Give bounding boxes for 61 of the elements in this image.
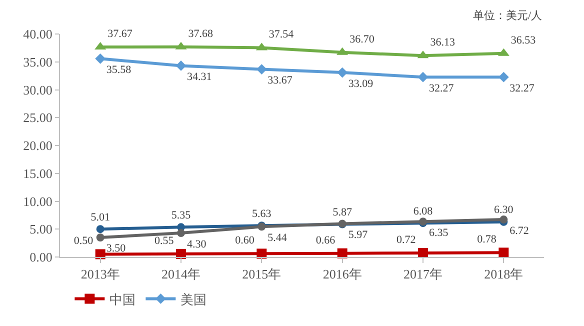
y-tick-label: 10.00 bbox=[23, 194, 52, 209]
data-label: 5.44 bbox=[268, 232, 288, 244]
y-tick-label: 5.00 bbox=[30, 222, 52, 237]
data-label: 6.72 bbox=[510, 224, 529, 237]
y-tick-label: 15.00 bbox=[23, 166, 52, 181]
point bbox=[177, 229, 185, 238]
legend-label: 美国 bbox=[180, 292, 207, 307]
data-label: 36.13 bbox=[430, 36, 456, 49]
data-label: 36.53 bbox=[510, 34, 536, 46]
data-label: 0.72 bbox=[396, 234, 416, 246]
data-label: 37.68 bbox=[188, 28, 214, 40]
point bbox=[256, 248, 267, 259]
data-label: 4.30 bbox=[187, 238, 207, 250]
point bbox=[96, 225, 104, 234]
y-tick-label: 0.00 bbox=[30, 250, 52, 265]
data-label: 35.58 bbox=[106, 64, 132, 76]
x-tick-label: 2018年 bbox=[484, 266, 524, 282]
data-label: 32.27 bbox=[429, 82, 454, 94]
point bbox=[418, 248, 428, 258]
data-label: 34.31 bbox=[187, 70, 212, 83]
x-tick-label: 2013年 bbox=[80, 266, 120, 282]
point bbox=[418, 72, 428, 82]
y-tick-label: 35.00 bbox=[23, 54, 52, 70]
point bbox=[96, 233, 104, 242]
data-label: 0.55 bbox=[154, 234, 174, 247]
data-label: 5.35 bbox=[171, 209, 192, 222]
data-label: 5.87 bbox=[332, 206, 352, 219]
data-label: 33.67 bbox=[268, 74, 293, 87]
point bbox=[337, 67, 348, 78]
data-label: 3.50 bbox=[106, 242, 126, 255]
data-label: 6.35 bbox=[429, 226, 449, 239]
data-label: 5.01 bbox=[90, 211, 110, 224]
x-tick-label: 2014年 bbox=[162, 266, 200, 282]
point bbox=[498, 248, 509, 258]
x-tick-label: 2016年 bbox=[322, 266, 362, 282]
legend-label: 中国 bbox=[110, 292, 136, 307]
data-label: 5.97 bbox=[348, 228, 368, 241]
point bbox=[176, 60, 186, 71]
data-label: 0.66 bbox=[316, 234, 336, 246]
point bbox=[337, 248, 348, 258]
data-label: 32.27 bbox=[510, 82, 535, 94]
point bbox=[95, 53, 106, 64]
data-label: 37.54 bbox=[268, 28, 294, 41]
data-label: 33.09 bbox=[348, 78, 374, 90]
x-tick-label: 2017年 bbox=[404, 266, 442, 282]
data-label: 36.70 bbox=[350, 33, 375, 46]
point bbox=[256, 64, 267, 74]
y-tick-label: 40.00 bbox=[23, 26, 52, 42]
text: 单位：美元/人 bbox=[473, 9, 542, 22]
data-label: 6.08 bbox=[413, 205, 434, 218]
data-label: 37.67 bbox=[108, 28, 133, 40]
y-tick-label: 25.00 bbox=[23, 110, 52, 126]
point bbox=[498, 72, 509, 82]
data-label: 0.50 bbox=[74, 235, 94, 248]
data-label: 5.63 bbox=[252, 208, 272, 220]
y-tick-label: 30.00 bbox=[23, 82, 52, 98]
data-label: 0.78 bbox=[477, 234, 497, 246]
x-tick-label: 2015年 bbox=[242, 266, 282, 282]
data-label: 6.30 bbox=[494, 204, 514, 216]
data-label: 0.60 bbox=[235, 234, 255, 247]
y-tick-label: 20.00 bbox=[23, 138, 52, 154]
